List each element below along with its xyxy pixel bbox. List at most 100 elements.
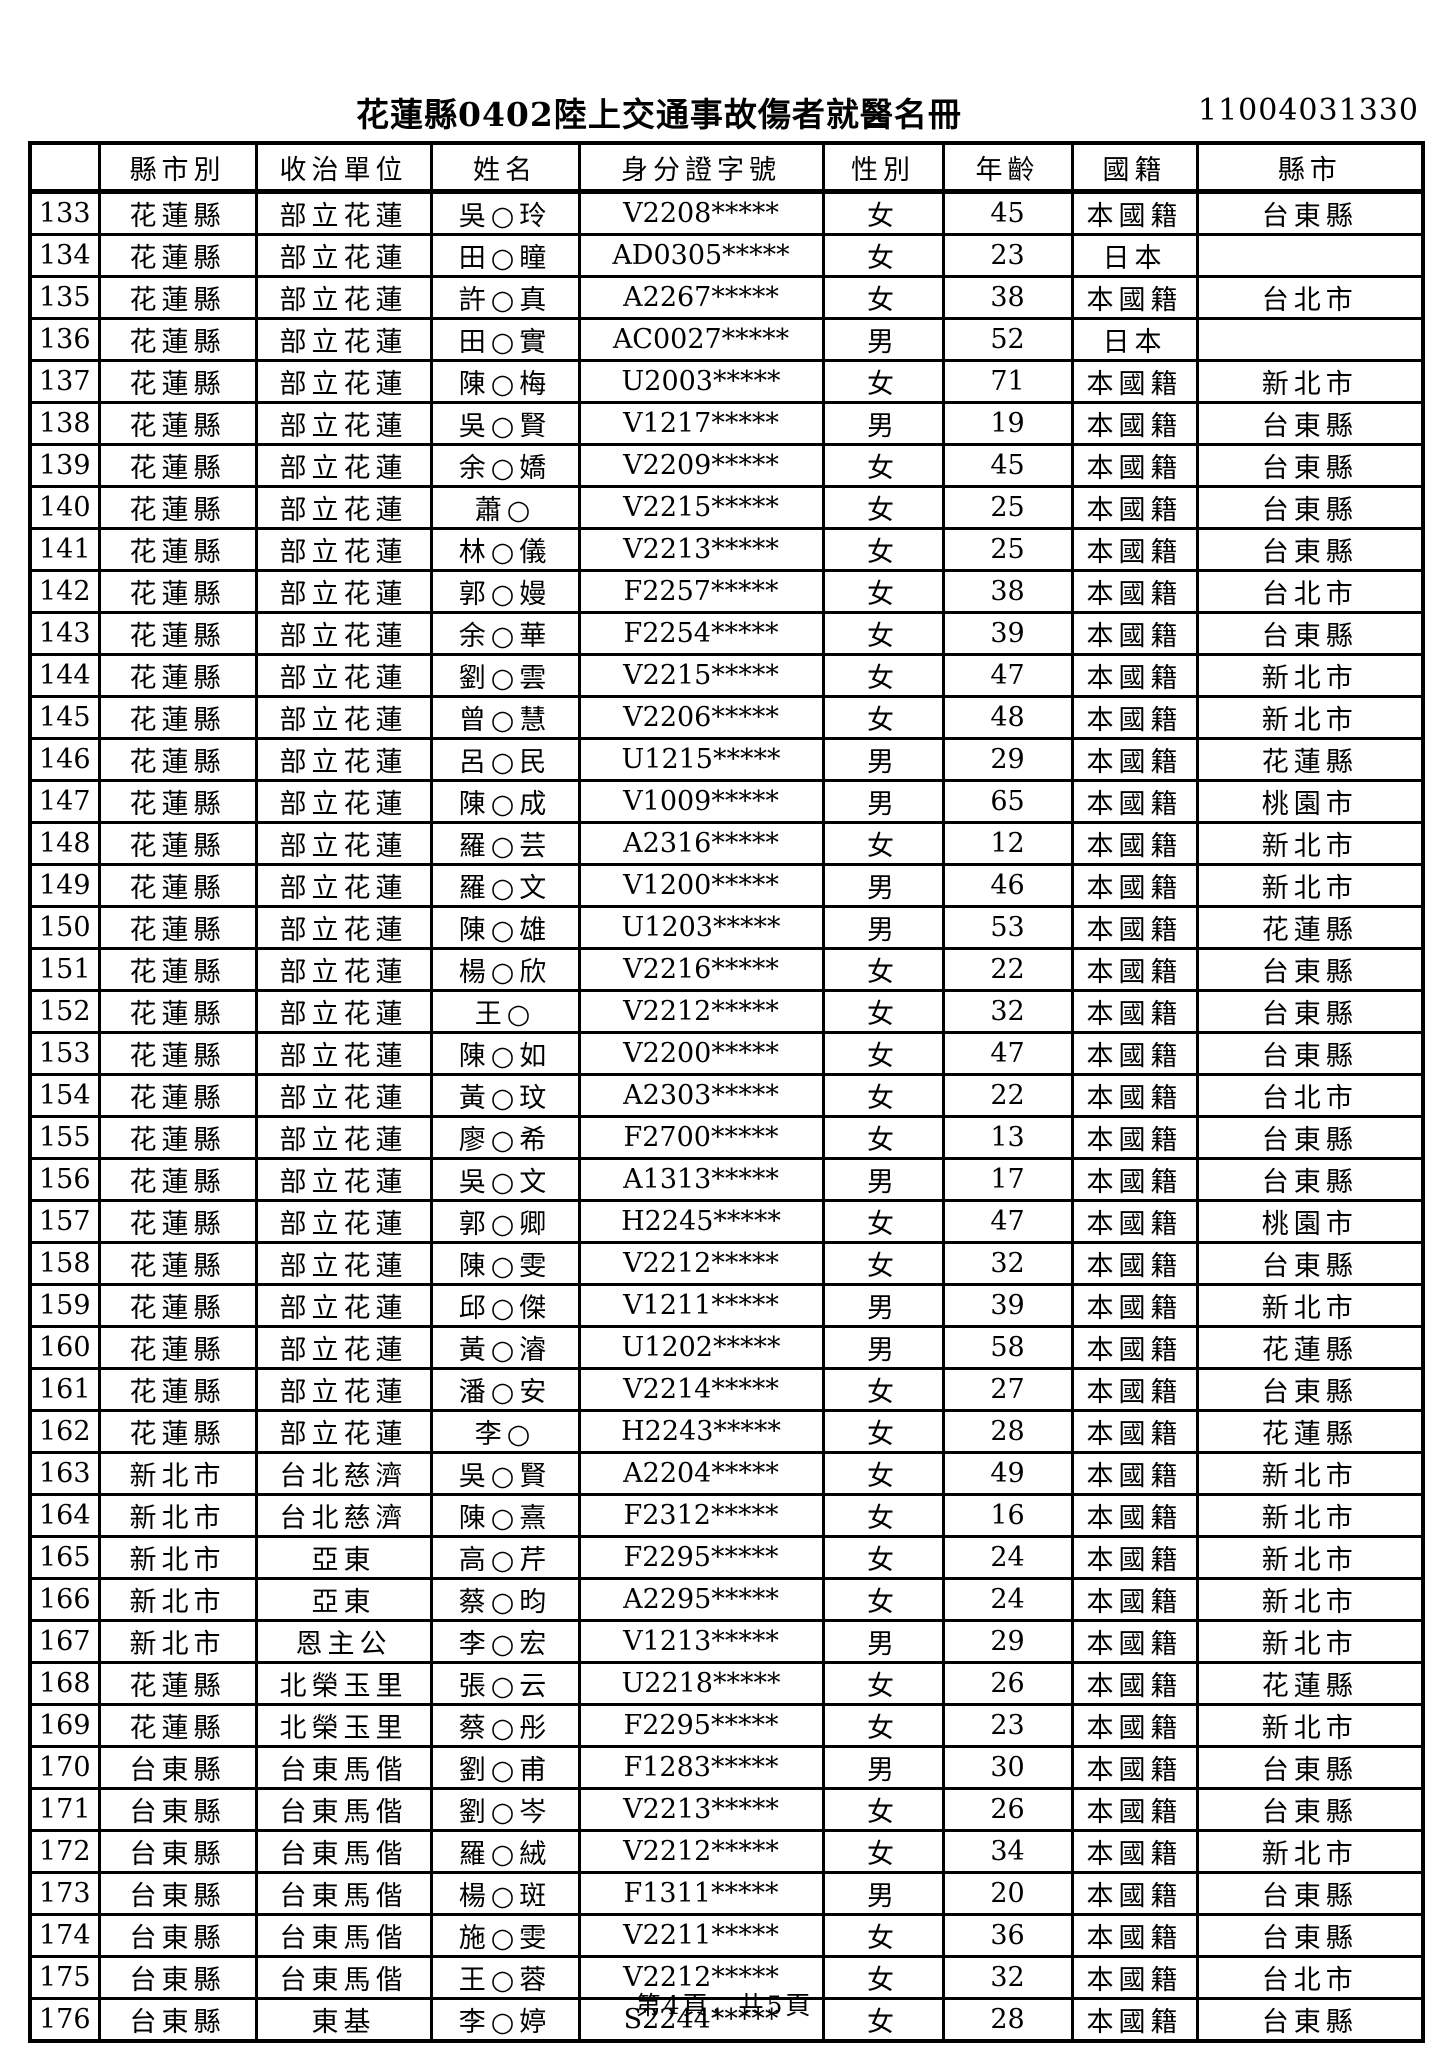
- table-cell: 145: [28, 695, 101, 740]
- table-cell: 19: [941, 401, 1074, 446]
- table-cell: V2213*****: [577, 1787, 825, 1832]
- table-cell: 157: [28, 1199, 101, 1244]
- table-cell: 本國籍: [1070, 1367, 1199, 1412]
- table-cell: 新北市: [1195, 653, 1425, 698]
- table-cell: 158: [28, 1241, 101, 1286]
- table-cell: 27: [941, 1367, 1074, 1412]
- table-row: 173 台東縣 台東馬偕 楊○斑 F1311***** 男 20 本國籍 台東縣: [28, 1871, 1425, 1916]
- table-cell: 女: [821, 1787, 945, 1832]
- table-cell: 台北慈濟: [254, 1451, 433, 1496]
- table-cell: 24: [941, 1535, 1074, 1580]
- column-header: 姓名: [429, 141, 581, 194]
- table-cell: 部立花蓮: [254, 1031, 433, 1076]
- table-cell: 本國籍: [1070, 1325, 1199, 1370]
- table-cell: 台東馬偕: [254, 1955, 433, 2000]
- table-cell: 部立花蓮: [254, 1199, 433, 1244]
- table-cell: 余○嬌: [429, 443, 581, 488]
- table-cell: 女: [821, 1535, 945, 1580]
- table-cell: 花蓮縣: [97, 1409, 258, 1454]
- table-cell: 部立花蓮: [254, 569, 433, 614]
- table-cell: V2215*****: [577, 485, 825, 530]
- table-cell: 女: [821, 1199, 945, 1244]
- table-cell: 女: [821, 695, 945, 740]
- table-cell: 29: [941, 1619, 1074, 1664]
- table-cell: 26: [941, 1787, 1074, 1832]
- table-row: 159 花蓮縣 部立花蓮 邱○傑 V1211***** 男 39 本國籍 新北市: [28, 1283, 1425, 1328]
- table-cell: 邱○傑: [429, 1283, 581, 1328]
- table-cell: 32: [941, 989, 1074, 1034]
- table-cell: 花蓮縣: [97, 190, 258, 236]
- table-cell: 175: [28, 1955, 101, 2000]
- table-cell: 台東縣: [1195, 1157, 1425, 1202]
- table-cell: F2295*****: [577, 1703, 825, 1748]
- table-cell: 台北慈濟: [254, 1493, 433, 1538]
- column-header: 年齡: [941, 141, 1074, 194]
- table-cell: 本國籍: [1070, 905, 1199, 950]
- table-cell: 165: [28, 1535, 101, 1580]
- table-cell: 台東縣: [1195, 527, 1425, 572]
- table-cell: 部立花蓮: [254, 190, 433, 236]
- table-cell: 163: [28, 1451, 101, 1496]
- table-cell: A2267*****: [577, 275, 825, 320]
- table-cell: 女: [821, 1073, 945, 1118]
- table-cell: 部立花蓮: [254, 485, 433, 530]
- table-cell: F2295*****: [577, 1535, 825, 1580]
- table-cell: 女: [821, 1409, 945, 1454]
- table-row: 166 新北市 亞東 蔡○昀 A2295***** 女 24 本國籍 新北市: [28, 1577, 1425, 1622]
- table-row: 160 花蓮縣 部立花蓮 黃○濬 U1202***** 男 58 本國籍 花蓮縣: [28, 1325, 1425, 1370]
- table-cell: 167: [28, 1619, 101, 1664]
- table-cell: 花蓮縣: [97, 1283, 258, 1328]
- table-cell: U1215*****: [577, 737, 825, 782]
- table-cell: AC0027*****: [577, 317, 825, 362]
- table-row: 143 花蓮縣 部立花蓮 余○華 F2254***** 女 39 本國籍 台東縣: [28, 611, 1425, 656]
- table-cell: 152: [28, 989, 101, 1034]
- table-cell: 台東縣: [1195, 1367, 1425, 1412]
- table-cell: 部立花蓮: [254, 1325, 433, 1370]
- table-cell: U1203*****: [577, 905, 825, 950]
- table-cell: 本國籍: [1070, 1955, 1199, 2000]
- table-cell: 花蓮縣: [1195, 737, 1425, 782]
- table-cell: 女: [821, 485, 945, 530]
- table-cell: 台東縣: [97, 1745, 258, 1790]
- table-cell: 16: [941, 1493, 1074, 1538]
- table-cell: 女: [821, 989, 945, 1034]
- table-cell: 本國籍: [1070, 1409, 1199, 1454]
- table-cell: 12: [941, 821, 1074, 866]
- table-cell: 台東馬偕: [254, 1913, 433, 1958]
- table-cell: 女: [821, 1829, 945, 1874]
- table-cell: 本國籍: [1070, 989, 1199, 1034]
- table-cell: 36: [941, 1913, 1074, 1958]
- table-row: 136 花蓮縣 部立花蓮 田○實 AC0027***** 男 52 日本: [28, 317, 1425, 362]
- table-cell: 47: [941, 653, 1074, 698]
- table-cell: 本國籍: [1070, 1577, 1199, 1622]
- table-cell: 花蓮縣: [97, 1703, 258, 1748]
- table-cell: V2212*****: [577, 1955, 825, 2000]
- table-row: 171 台東縣 台東馬偕 劉○岑 V2213***** 女 26 本國籍 台東縣: [28, 1787, 1425, 1832]
- table-cell: 余○華: [429, 611, 581, 656]
- table-cell: 蔡○昀: [429, 1577, 581, 1622]
- table-cell: 女: [821, 653, 945, 698]
- table-cell: 台東縣: [97, 1913, 258, 1958]
- table-cell: 花蓮縣: [1195, 1409, 1425, 1454]
- table-cell: 本國籍: [1070, 1073, 1199, 1118]
- table-cell: 劉○岑: [429, 1787, 581, 1832]
- table-cell: 劉○甫: [429, 1745, 581, 1790]
- table-cell: 新北市: [1195, 821, 1425, 866]
- table-cell: 台東縣: [97, 1955, 258, 2000]
- table-cell: 32: [941, 1241, 1074, 1286]
- table-cell: 花蓮縣: [97, 1325, 258, 1370]
- table-cell: V2212*****: [577, 1829, 825, 1874]
- table-cell: 楊○斑: [429, 1871, 581, 1916]
- table-cell: 台東馬偕: [254, 1871, 433, 1916]
- table-cell: 139: [28, 443, 101, 488]
- table-cell: 部立花蓮: [254, 1241, 433, 1286]
- table-cell: 28: [941, 1409, 1074, 1454]
- table-cell: 花蓮縣: [97, 653, 258, 698]
- table-cell: 本國籍: [1070, 1619, 1199, 1664]
- table-cell: 新北市: [1195, 1577, 1425, 1622]
- table-cell: 台東縣: [1195, 1871, 1425, 1916]
- table-cell: 男: [821, 905, 945, 950]
- table-cell: 143: [28, 611, 101, 656]
- table-cell: V1217*****: [577, 401, 825, 446]
